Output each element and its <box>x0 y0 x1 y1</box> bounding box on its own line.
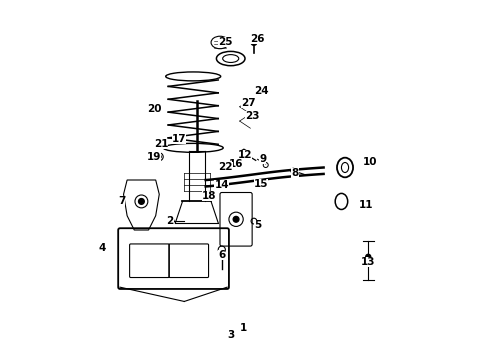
Text: 7: 7 <box>118 197 125 206</box>
Circle shape <box>251 40 257 45</box>
Text: 2: 2 <box>167 216 173 226</box>
Text: 10: 10 <box>363 157 377 167</box>
Text: 6: 6 <box>218 250 225 260</box>
Text: 17: 17 <box>172 134 186 144</box>
Text: 18: 18 <box>202 191 217 201</box>
Text: 15: 15 <box>254 179 269 189</box>
Text: 22: 22 <box>218 162 233 172</box>
Circle shape <box>139 199 144 204</box>
Text: 23: 23 <box>245 111 259 121</box>
Text: 11: 11 <box>359 200 374 210</box>
Circle shape <box>170 219 174 223</box>
Text: 4: 4 <box>98 243 106 253</box>
Text: 16: 16 <box>229 159 244 169</box>
Text: 12: 12 <box>238 150 252 160</box>
Text: 20: 20 <box>147 104 161 113</box>
Text: 25: 25 <box>218 37 233 48</box>
Circle shape <box>157 155 161 158</box>
Text: 5: 5 <box>254 220 261 230</box>
Text: 1: 1 <box>240 323 247 333</box>
Text: 24: 24 <box>254 86 269 96</box>
Text: 27: 27 <box>241 98 256 108</box>
Circle shape <box>366 254 371 259</box>
Text: 19: 19 <box>147 152 161 162</box>
Text: 21: 21 <box>154 139 168 149</box>
Text: 9: 9 <box>259 154 267 163</box>
Text: 13: 13 <box>361 257 375 267</box>
Text: 3: 3 <box>227 330 234 341</box>
Circle shape <box>233 216 239 222</box>
Text: 8: 8 <box>292 168 298 178</box>
Text: 26: 26 <box>250 34 265 44</box>
Text: 14: 14 <box>215 180 229 190</box>
